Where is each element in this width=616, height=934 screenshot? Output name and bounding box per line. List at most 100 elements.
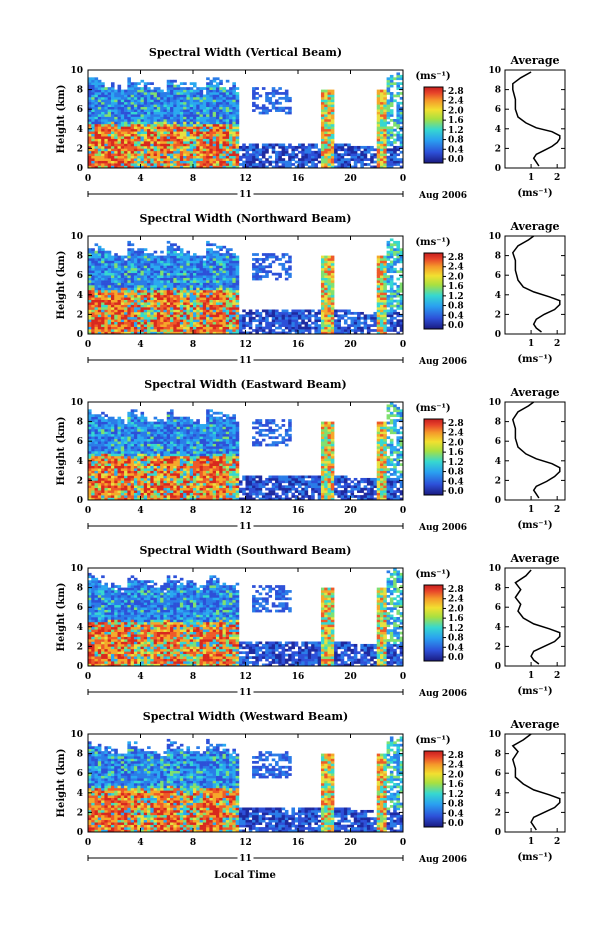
- heatmap-cell: [190, 124, 194, 127]
- heatmap-cell: [390, 285, 394, 288]
- heatmap-cell: [163, 102, 167, 105]
- heatmap-cell: [272, 90, 276, 93]
- heatmap-cell: [154, 117, 158, 120]
- heatmap-cell: [216, 126, 220, 129]
- heatmap-cell: [396, 319, 400, 322]
- heatmap-cell: [114, 114, 118, 117]
- heatmap-cell: [196, 107, 200, 110]
- heatmap-cell: [183, 290, 187, 293]
- heatmap-cell: [249, 322, 253, 325]
- heatmap-cell: [236, 144, 240, 147]
- heatmap-cell: [328, 297, 332, 300]
- heatmap-cell: [380, 124, 384, 127]
- heatmap-cell: [232, 312, 236, 315]
- heatmap-cell: [308, 314, 312, 317]
- heatmap-cell: [173, 319, 177, 322]
- heatmap-cell: [193, 317, 197, 320]
- heatmap-cell: [242, 324, 246, 327]
- heatmap-cell: [331, 112, 335, 115]
- heatmap-cell: [383, 112, 387, 115]
- heatmap-cell: [324, 112, 328, 115]
- heatmap-cell: [127, 85, 131, 88]
- heatmap-cell: [380, 158, 384, 161]
- heatmap-cell: [95, 429, 99, 432]
- heatmap-cell: [334, 310, 338, 313]
- heatmap-cell: [186, 312, 190, 315]
- heatmap-cell: [196, 312, 200, 315]
- heatmap-cell: [219, 287, 223, 290]
- heatmap-cell: [167, 280, 171, 283]
- heatmap-cell: [259, 148, 263, 151]
- heatmap-cell: [101, 300, 105, 303]
- heatmap-cell: [98, 422, 102, 425]
- heatmap-cell: [131, 119, 135, 122]
- heatmap-cell: [380, 121, 384, 124]
- heatmap-cell: [223, 292, 227, 295]
- heatmap-cell: [288, 319, 292, 322]
- heatmap-cell: [134, 90, 138, 93]
- heatmap-cell: [324, 153, 328, 156]
- heatmap-cell: [144, 319, 148, 322]
- heatmap-cell: [229, 102, 233, 105]
- heatmap-cell: [183, 141, 187, 144]
- heatmap-cell: [216, 95, 220, 98]
- beam-panel-2: Spectral Width (Eastward Beam)0246810Hei…: [56, 378, 565, 533]
- heatmap-cell: [301, 153, 305, 156]
- heatmap-cell: [216, 109, 220, 112]
- heatmap-cell: [377, 107, 381, 110]
- heatmap-cell: [390, 161, 394, 164]
- heatmap-cell: [223, 124, 227, 127]
- heatmap-cell: [331, 268, 335, 271]
- heatmap-cell: [331, 263, 335, 266]
- heatmap-cell: [203, 97, 207, 100]
- heatmap-cell: [170, 92, 174, 95]
- heatmap-cell: [252, 156, 256, 159]
- heatmap-cell: [167, 99, 171, 102]
- heatmap-cell: [268, 329, 272, 332]
- heatmap-cell: [101, 312, 105, 315]
- heatmap-cell: [396, 85, 400, 88]
- heatmap-cell: [177, 324, 181, 327]
- heatmap-cell: [236, 156, 240, 159]
- heatmap-cell: [288, 261, 292, 264]
- heatmap-cell: [200, 141, 204, 144]
- heatmap-cell: [183, 312, 187, 315]
- heatmap-cell: [216, 253, 220, 256]
- heatmap-cell: [383, 273, 387, 276]
- heatmap-cell: [114, 126, 118, 129]
- heatmap-cell: [334, 144, 338, 147]
- heatmap-cell: [236, 268, 240, 271]
- heatmap-cell: [137, 327, 141, 330]
- heatmap-cell: [190, 285, 194, 288]
- heatmap-cell: [144, 90, 148, 93]
- heatmap-cell: [114, 285, 118, 288]
- heatmap-cell: [127, 322, 131, 325]
- heatmap-cell: [114, 92, 118, 95]
- heatmap-cell: [232, 297, 236, 300]
- heatmap-cell: [354, 317, 358, 320]
- heatmap-cell: [186, 148, 190, 151]
- heatmap-cell: [213, 290, 217, 293]
- heatmap-cell: [232, 112, 236, 115]
- heatmap-cells: [88, 402, 403, 500]
- heatmap-cell: [114, 278, 118, 281]
- heatmap-cell: [118, 139, 122, 142]
- heatmap-cell: [101, 268, 105, 271]
- heatmap-cell: [144, 287, 148, 290]
- heatmap-cell: [144, 161, 148, 164]
- heatmap-cell: [301, 144, 305, 147]
- heatmap-cell: [186, 97, 190, 100]
- heatmap-cell: [328, 258, 332, 261]
- heatmap-cell: [157, 258, 161, 261]
- heatmap-cell: [324, 156, 328, 159]
- heatmap-cell: [229, 295, 233, 298]
- heatmap-cell: [229, 302, 233, 305]
- heatmap-cell: [321, 107, 325, 110]
- heatmap-cell: [157, 163, 161, 166]
- heatmap-cell: [183, 297, 187, 300]
- heatmap-cell: [180, 104, 184, 107]
- heatmap-cell: [196, 280, 200, 283]
- heatmap-cell: [98, 285, 102, 288]
- heatmap-cell: [190, 307, 194, 310]
- heatmap-cell: [196, 90, 200, 93]
